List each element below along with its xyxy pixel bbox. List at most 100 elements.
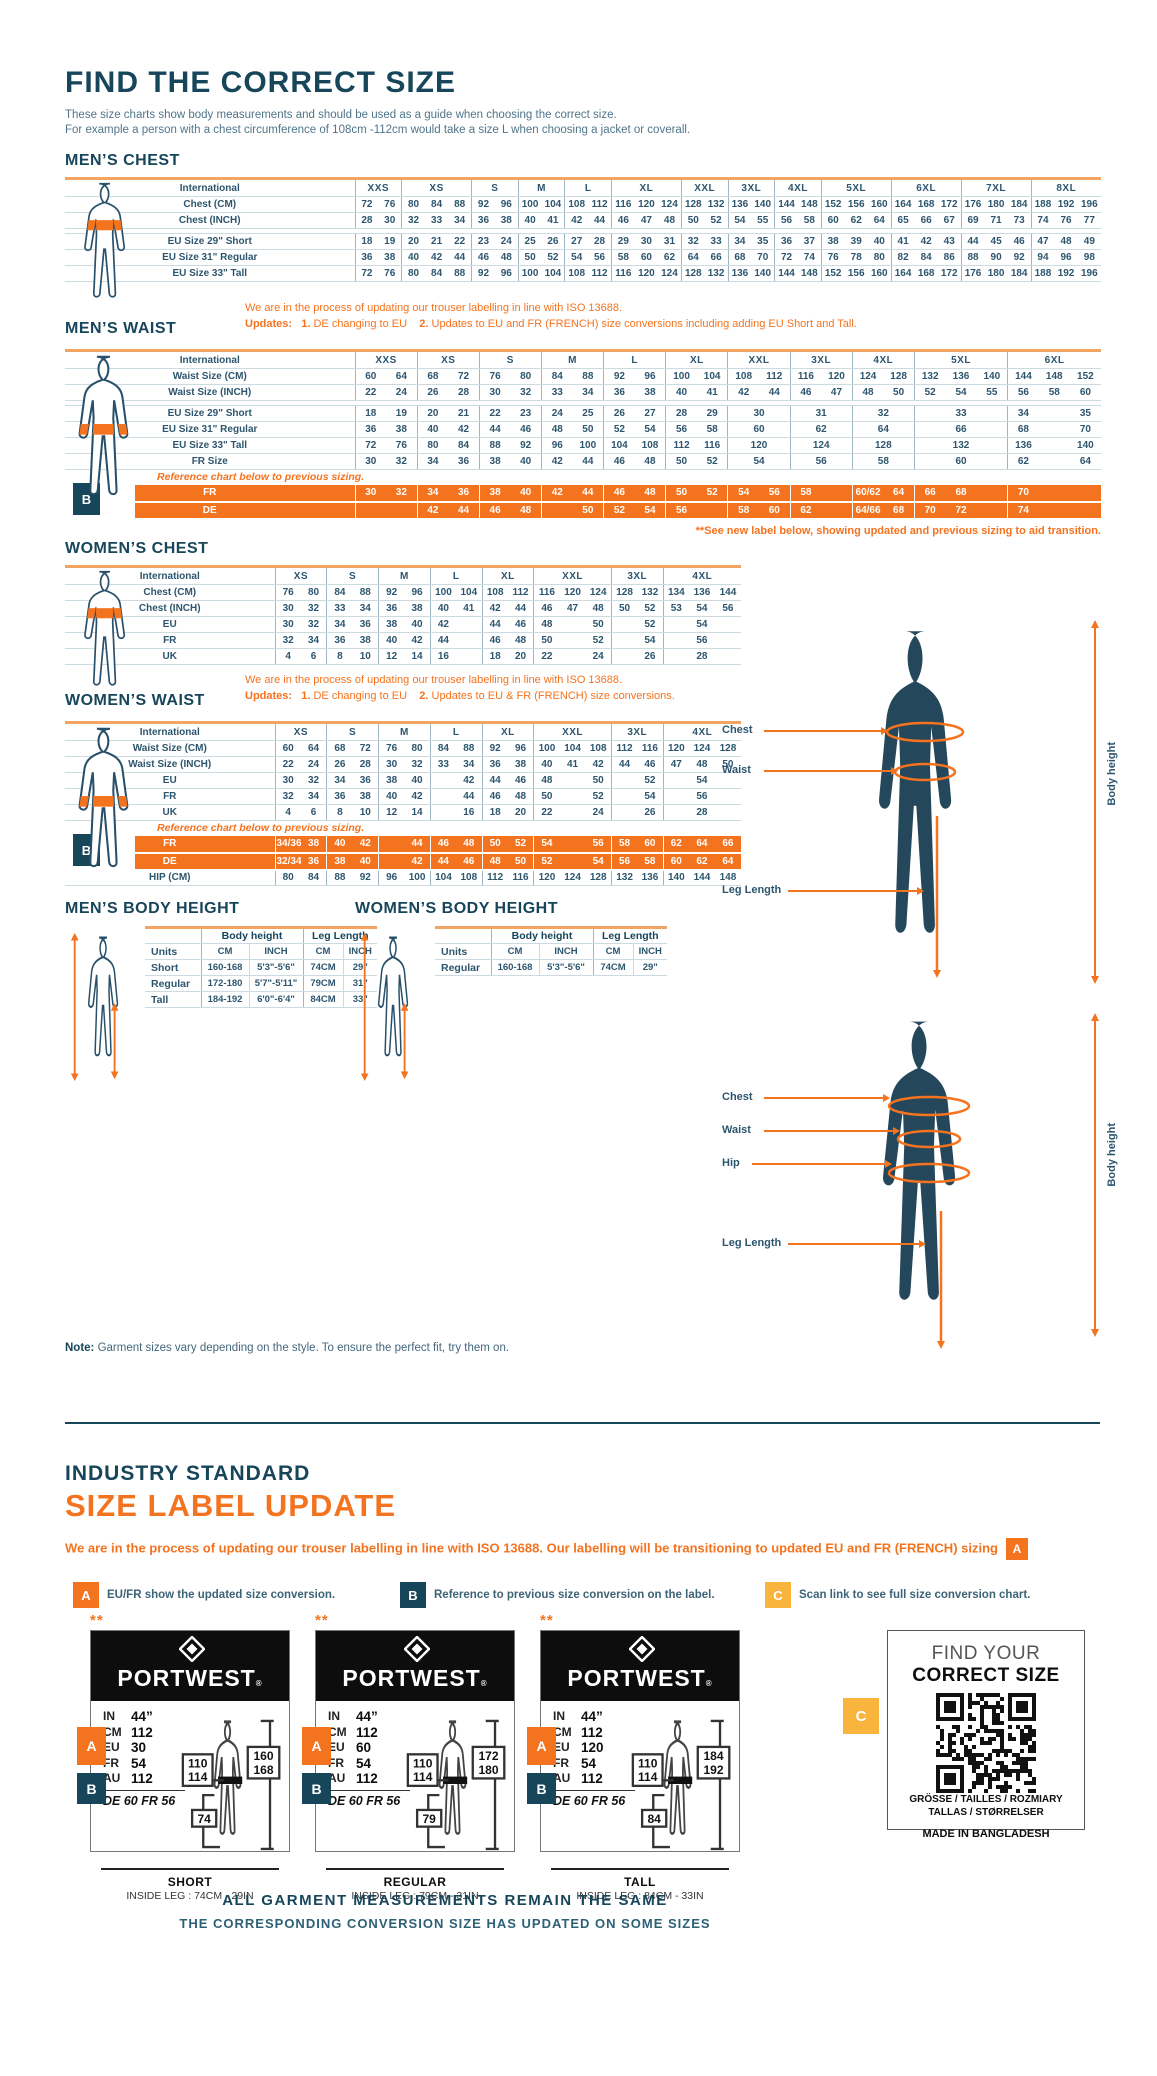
table-cell: 36 — [354, 421, 387, 438]
table-cell: 60 — [1069, 384, 1101, 401]
mens-body-height-table: Body height Leg Length Units CM INCH CM INCH Sh… — [65, 926, 380, 1082]
table-cell: 40 — [404, 772, 431, 789]
row-label: Units — [145, 943, 201, 960]
table-cell — [662, 648, 689, 665]
page-title: FIND THE CORRECT SIZE — [65, 66, 457, 99]
table-cell: 50 — [714, 756, 741, 773]
table-cell: 33 — [424, 212, 449, 229]
table-cell: 22 — [533, 648, 560, 665]
diamond-logo-icon — [629, 1636, 655, 1662]
table-cell: 86 — [937, 249, 962, 266]
table-cell: 168 — [914, 265, 938, 282]
table-cell: 30 — [378, 212, 402, 229]
table-cell: 58 — [696, 421, 728, 438]
womens-body-height-table: Body height Leg Length Units CM INCH CM INCH Re… — [355, 926, 670, 1082]
table-cell: 32 — [401, 212, 425, 229]
table-cell — [610, 648, 638, 665]
table-cell — [610, 788, 638, 805]
size-header: 7XL — [960, 178, 1032, 197]
size-header: M — [378, 722, 431, 741]
size-header: XXL — [533, 722, 612, 741]
size-header: S — [478, 350, 542, 369]
svg-text:110: 110 — [638, 1756, 658, 1770]
size-header: 3XL — [610, 722, 664, 741]
intro-line-1: These size charts show body measurements… — [65, 109, 617, 121]
svg-text:110: 110 — [413, 1756, 433, 1770]
table-cell: 124 — [658, 265, 682, 282]
table-cell — [662, 804, 689, 821]
table-cell: 38 — [634, 384, 666, 401]
svg-text:114: 114 — [188, 1770, 208, 1784]
table-cell: 4 — [274, 648, 301, 665]
table-cell: 112 — [610, 740, 638, 757]
table-cell: 132 — [637, 584, 664, 601]
table-cell — [1069, 484, 1101, 503]
table-cell: 65 — [890, 212, 915, 229]
table-cell: 68 — [883, 501, 915, 520]
size-header: XL — [665, 350, 728, 369]
table-cell: 148 — [1038, 368, 1070, 385]
table-cell: 108 — [727, 368, 760, 385]
bottom-line-2: THE CORRESPONDING CONVERSION SIZE HAS UP… — [179, 1916, 711, 1931]
table-cell: 42 — [429, 616, 457, 633]
svg-text:160: 160 — [253, 1749, 273, 1763]
table-cell: 52 — [913, 384, 946, 401]
table-cell: 42 — [424, 249, 449, 266]
table-cell: 116 — [507, 869, 534, 886]
table-cell: 38 — [326, 852, 353, 871]
table-cell: 24 — [494, 233, 519, 250]
stars-marker: ** — [90, 1612, 104, 1629]
size-label-update-heading: SIZE LABEL UPDATE — [65, 1488, 397, 1523]
row-label: EU Size 31" Regular — [65, 421, 355, 438]
table-cell: 140 — [976, 368, 1008, 385]
table-cell: 54 — [585, 852, 612, 871]
table-cell: 136 — [689, 584, 715, 601]
table-cell: 30 — [274, 600, 301, 617]
inside-leg: INSIDE LEG : 74CM - 29IN — [126, 1890, 254, 1902]
reference-note: Reference chart below to previous sizing… — [157, 471, 365, 484]
table-cell: 44 — [588, 212, 612, 229]
table-cell: 18 — [481, 804, 508, 821]
table-cell: 37 — [797, 233, 822, 250]
table-cell — [354, 501, 387, 520]
table-cell: 43 — [937, 233, 962, 250]
qr-made-in: MADE IN BANGLADESH — [922, 1828, 1050, 1840]
table-cell: 74 — [1030, 212, 1055, 229]
womens-chest-table: International XS S M L XL XXL 3XL 4XL Chest (CM) 7… — [65, 565, 741, 686]
table-cell: 36 — [481, 756, 508, 773]
table-cell: 22 — [354, 384, 387, 401]
table-cell: 34 — [456, 756, 482, 773]
table-cell: 70 — [751, 249, 775, 266]
chest-label: Chest — [722, 724, 753, 736]
table-cell: 40 — [665, 384, 697, 401]
table-cell: 116 — [610, 196, 635, 213]
table-cell: 64/66 — [851, 501, 884, 520]
table-cell: 40 — [378, 788, 405, 805]
table-cell — [456, 648, 482, 665]
table-cell: 88 — [456, 740, 482, 757]
table-cell: 47 — [559, 600, 586, 617]
table-cell: 104 — [429, 869, 457, 886]
unit-header: CM — [490, 943, 539, 960]
table-cell: 188 — [1030, 265, 1055, 282]
table-cell: 62 — [789, 421, 853, 438]
womens-body-height-title: WOMEN’S BODY HEIGHT — [355, 900, 558, 917]
row-label: UK — [65, 804, 275, 821]
table-cell: 46 — [603, 453, 635, 470]
table-cell: 42 — [481, 600, 508, 617]
table-cell: 74CM — [302, 959, 344, 976]
table-cell: 54 — [727, 484, 760, 503]
table-cell: 144 — [1007, 368, 1039, 385]
table-header-international: International — [65, 350, 355, 369]
row-label: EU Size 31" Regular — [65, 249, 355, 266]
table-cell: 42 — [540, 484, 573, 503]
table-cell: 72 — [448, 368, 480, 385]
table-cell — [1038, 405, 1070, 422]
table-cell: 120 — [634, 265, 659, 282]
table-cell: 34 — [572, 384, 604, 401]
row-label: UK — [65, 648, 275, 665]
womens-waist-section: WOMEN’S WAIST We are in the process of u… — [65, 672, 741, 886]
table-cell: 54 — [689, 616, 715, 633]
table-cell: 144 — [714, 584, 741, 601]
